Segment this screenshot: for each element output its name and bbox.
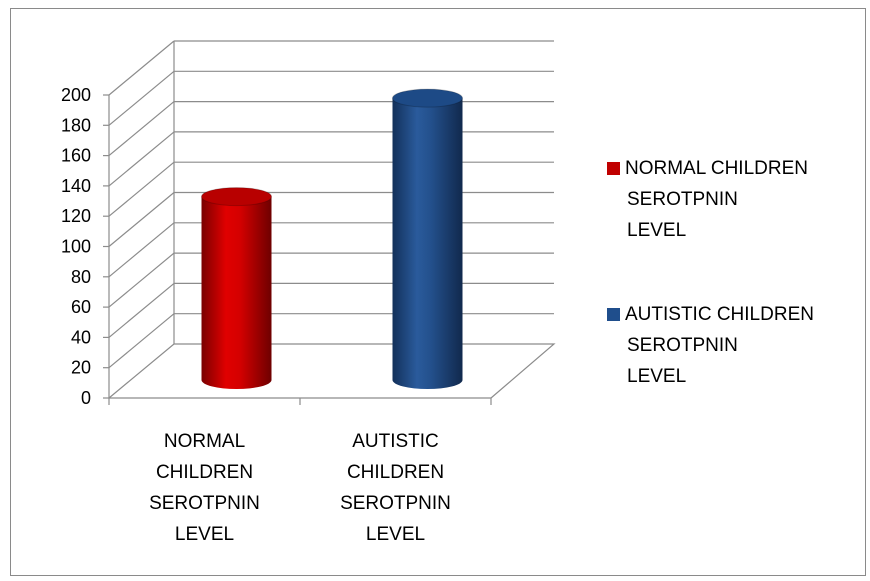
legend-entry-line: LEVEL [627,366,686,387]
y-tick-label: 120 [61,206,91,226]
chart-svg: 0 20 40 60 80 100 120 140 160 180 200 NORMAL CHILDR… [61,40,814,545]
y-tick-label: 160 [61,146,91,166]
legend-entry-line: SEROTPNIN [627,335,738,356]
y-tick-labels: 0 20 40 60 80 100 120 140 160 180 200 [61,85,91,408]
category-label: NORMAL CHILDREN SEROTPNIN LEVEL [149,431,260,545]
y-tick-label: 0 [81,388,91,408]
legend-entry-label: AUTISTIC CHILDREN SEROTPNIN LEVEL [625,304,814,387]
legend-swatch [607,162,620,175]
bar-cylinder [201,187,272,389]
legend-entry-line: AUTISTIC CHILDREN [625,304,814,325]
bar-body [392,98,463,390]
gridline-side [108,101,175,157]
gridline-side [108,192,175,247]
category-label-line: SEROTPNIN [149,493,260,514]
gridline-side [108,131,175,187]
bars [201,88,463,390]
category-label-line: SEROTPNIN [340,493,451,514]
y-tick-label: 180 [61,115,91,135]
category-label-line: LEVEL [366,524,425,545]
category-label-line: CHILDREN [347,462,444,483]
category-label: AUTISTIC CHILDREN SEROTPNIN LEVEL [340,431,451,545]
category-label-line: CHILDREN [156,462,253,483]
y-tick-label: 80 [71,267,91,287]
gridline-side [108,161,175,217]
category-label-line: AUTISTIC [352,431,439,452]
bar-top [201,187,272,207]
floor-outline [108,343,556,399]
legend-entry-line: SEROTPNIN [627,189,738,210]
y-tick-label: 200 [61,85,91,105]
category-label-line: LEVEL [175,524,234,545]
bar-top [392,88,463,108]
gridlines [108,40,554,369]
bar-body [201,196,272,389]
legend-entry-label: NORMAL CHILDREN SEROTPNIN LEVEL [625,158,808,241]
gridline-side [108,313,175,369]
category-label-line: NORMAL [164,431,245,452]
bar-cylinder [392,88,463,390]
gridline-side [108,40,175,96]
chart-walls [108,41,556,399]
value-axis [103,94,492,405]
legend-entry-line: LEVEL [627,220,686,241]
y-tick-label: 20 [71,358,91,378]
y-tick-label: 100 [61,237,91,257]
y-tick-label: 140 [61,176,91,196]
legend-swatch [607,308,620,321]
y-tick-label: 60 [71,297,91,317]
y-tick-label: 40 [71,327,91,347]
gridline-side [108,222,175,278]
chart-frame: 0 20 40 60 80 100 120 140 160 180 200 NORMAL CHILDR… [10,8,866,576]
gridline-side [108,282,175,338]
category-labels: NORMAL CHILDREN SEROTPNIN LEVEL AUTISTIC CHIL… [149,431,451,545]
gridline-side [108,70,175,126]
gridline-side [108,252,175,308]
legend-entry-line: NORMAL CHILDREN [625,158,808,179]
